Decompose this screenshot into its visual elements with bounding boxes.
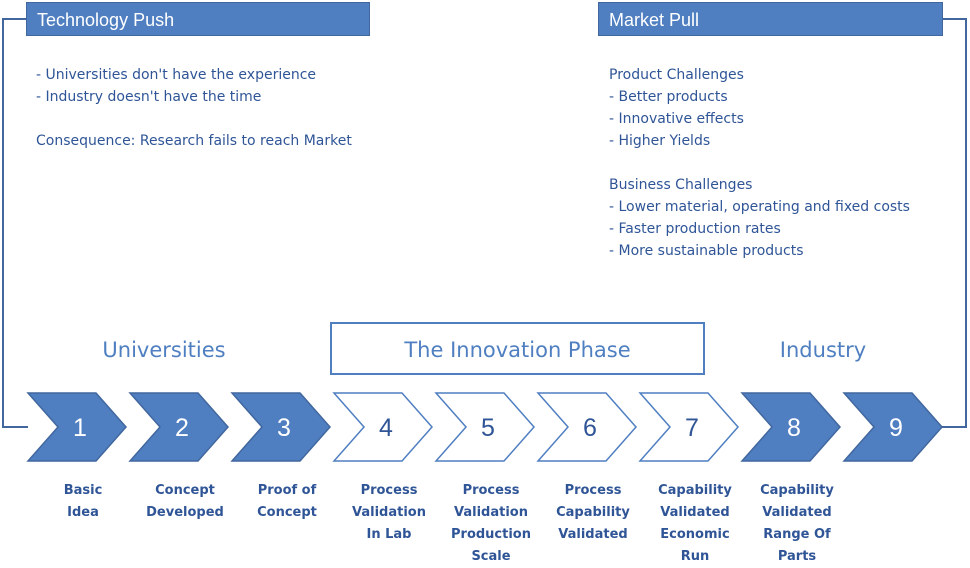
step-label-3: Proof of Concept — [237, 480, 337, 524]
step-label-line: Economic — [660, 527, 730, 542]
step-label-line: Validation — [352, 505, 426, 520]
step-label-line: Scale — [471, 549, 511, 564]
step-number-4: 4 — [379, 414, 393, 442]
step-label-line: Capability — [556, 505, 630, 520]
technology-push-text: - Universities don't have the experience… — [36, 64, 352, 152]
step-chevron-9 — [842, 392, 944, 462]
step-chevron-5 — [434, 392, 536, 462]
step-number-5: 5 — [481, 414, 495, 442]
step-chevron-7 — [638, 392, 740, 462]
step-number-3: 3 — [277, 414, 291, 442]
step-label-line: Basic — [63, 483, 103, 498]
right-frame-vertical — [965, 18, 967, 428]
step-label-line: Process — [360, 483, 418, 498]
right-frame-bottom — [940, 426, 967, 428]
step-chevron-6 — [536, 392, 638, 462]
step-number-1: 1 — [73, 414, 87, 442]
step-label-line: Production — [451, 527, 531, 542]
step-number-9: 9 — [889, 414, 903, 442]
step-label-8: Capability Validated Range Of Parts — [747, 480, 847, 568]
step-label-line: Proof of — [257, 483, 317, 498]
step-label-line: Capability — [760, 483, 834, 498]
step-label-line: Process — [564, 483, 622, 498]
step-label-line: Range Of — [763, 527, 831, 542]
technology-push-header: Technology Push — [26, 2, 370, 36]
market-pull-header: Market Pull — [598, 2, 943, 36]
step-label-line: Validated — [558, 527, 628, 542]
innovation-phase-box — [330, 322, 705, 375]
step-number-7: 7 — [685, 414, 699, 442]
left-frame-bottom — [2, 426, 28, 428]
step-label-line: Run — [680, 549, 710, 564]
business-bullet: - Faster production rates — [609, 221, 781, 237]
step-label-line: In Lab — [366, 527, 412, 542]
step-label-6: Process Capability Validated — [543, 480, 643, 546]
product-bullet: - Innovative effects — [609, 111, 744, 127]
step-chevron-1 — [26, 392, 128, 462]
left-frame-top — [2, 18, 26, 20]
product-challenges-heading: Product Challenges — [609, 67, 744, 83]
step-number-6: 6 — [583, 414, 597, 442]
left-frame-vertical — [2, 18, 4, 428]
step-chevron-2 — [128, 392, 230, 462]
step-label-line: Concept — [155, 483, 215, 498]
tech-bullet: - Industry doesn't have the time — [36, 89, 262, 105]
product-bullet: - Higher Yields — [609, 133, 711, 149]
step-label-line: Concept — [257, 505, 317, 520]
innovation-phase-label: The Innovation Phase — [404, 338, 631, 362]
step-chevron-4 — [332, 392, 434, 462]
step-chevron-3 — [230, 392, 332, 462]
universities-label: Universities — [102, 338, 226, 362]
tech-consequence: Consequence: Research fails to reach Mar… — [36, 133, 352, 149]
step-label-2: Concept Developed — [135, 480, 235, 524]
step-label-line: Parts — [777, 549, 817, 564]
step-label-line: Process — [462, 483, 520, 498]
industry-label: Industry — [779, 338, 867, 362]
step-label-line: Capability — [658, 483, 732, 498]
right-frame-top — [943, 18, 967, 20]
step-label-4: Process Validation In Lab — [339, 480, 439, 546]
business-challenges-heading: Business Challenges — [609, 177, 753, 193]
step-label-7: Capability Validated Economic Run — [645, 480, 745, 568]
step-label-line: Validated — [660, 505, 730, 520]
product-bullet: - Better products — [609, 89, 728, 105]
market-pull-text: Product Challenges - Better products - I… — [609, 64, 910, 262]
tech-bullet: - Universities don't have the experience — [36, 67, 317, 83]
step-chevron-8 — [740, 392, 842, 462]
business-bullet: - Lower material, operating and fixed co… — [609, 199, 910, 215]
step-label-5: Process Validation Production Scale — [441, 480, 541, 568]
business-bullet: - More sustainable products — [609, 243, 804, 259]
step-number-2: 2 — [175, 414, 189, 442]
step-label-line: Idea — [67, 505, 99, 520]
step-number-8: 8 — [787, 414, 801, 442]
step-label-line: Validation — [454, 505, 528, 520]
step-label-line: Developed — [146, 505, 224, 520]
step-label-line: Validated — [762, 505, 832, 520]
step-label-1: Basic Idea — [33, 480, 133, 524]
